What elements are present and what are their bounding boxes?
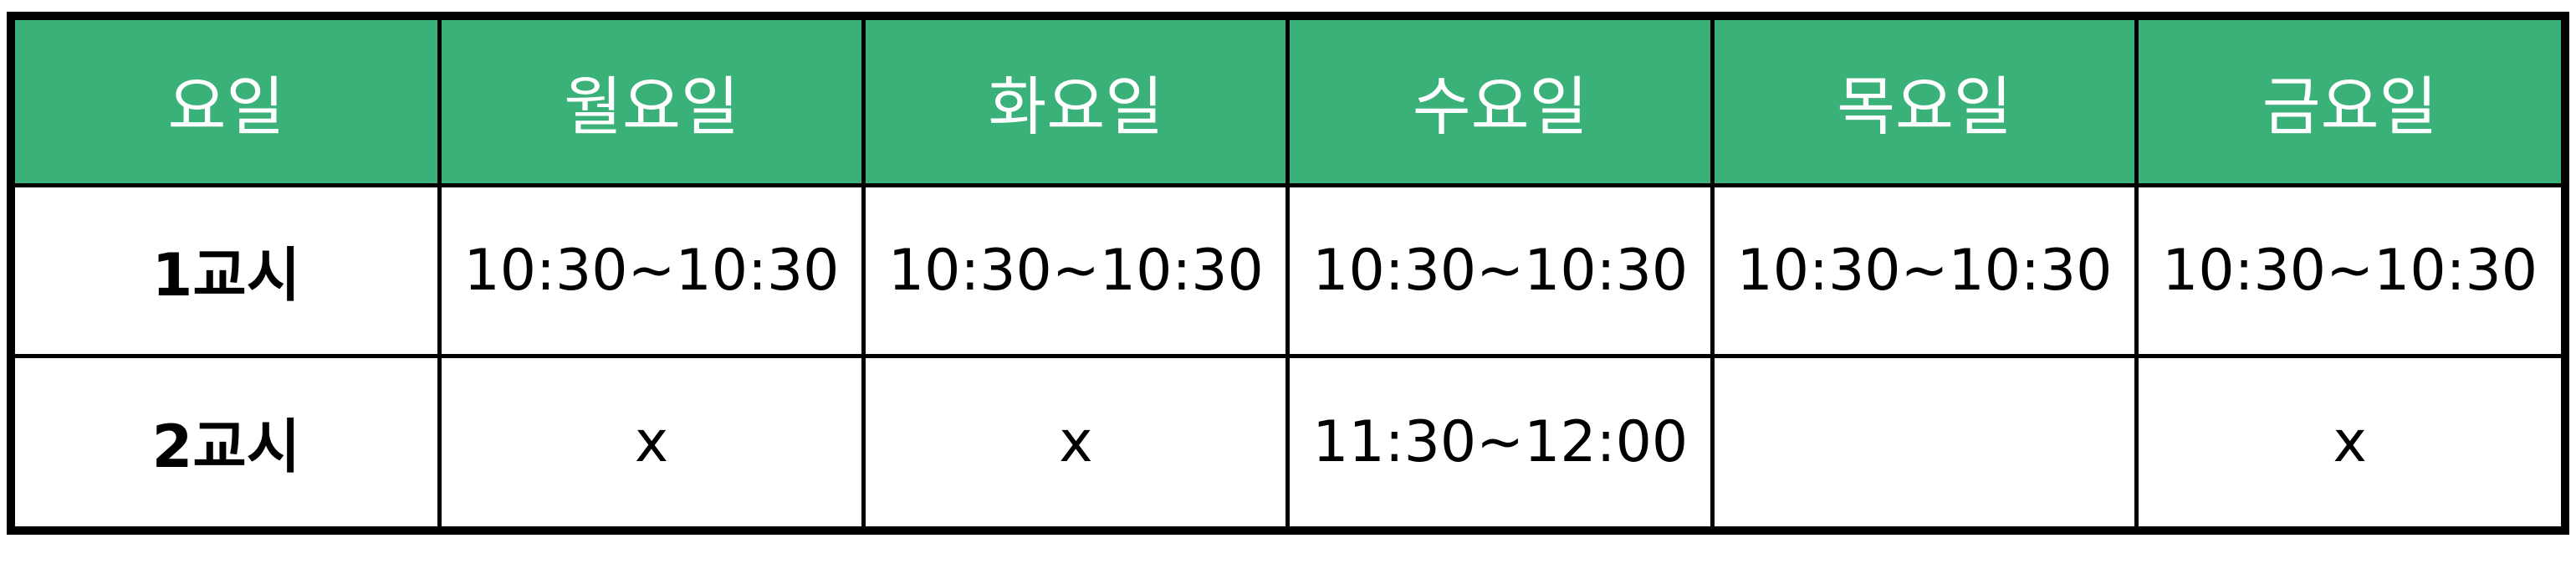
table-row: 2교시 x x 11:30~12:00 x [15,353,2561,526]
table-cell-monday: x [437,353,866,526]
table-cell-thursday [1710,353,2139,526]
table-cell-tuesday: x [861,353,1291,526]
table-cell-tuesday: 10:30~10:30 [861,182,1291,358]
period-label: 2교시 [15,353,442,526]
schedule-table-frame: 요일 월요일 화요일 수요일 목요일 금요일 1교시 10:30~10:30 1… [7,12,2569,535]
header-wednesday: 수요일 [1285,20,1715,187]
header-friday: 금요일 [2134,20,2561,187]
header-tuesday: 화요일 [861,20,1291,187]
header-row: 요일 월요일 화요일 수요일 목요일 금요일 [15,20,2561,187]
table-cell-friday: x [2134,353,2561,526]
table-cell-wednesday: 11:30~12:00 [1285,353,1715,526]
table-row: 1교시 10:30~10:30 10:30~10:30 10:30~10:30 … [15,182,2561,358]
table-cell-wednesday: 10:30~10:30 [1285,182,1715,358]
table-cell-friday: 10:30~10:30 [2134,182,2561,358]
table-cell-monday: 10:30~10:30 [437,182,866,358]
table-cell-thursday: 10:30~10:30 [1710,182,2139,358]
header-thursday: 목요일 [1710,20,2139,187]
period-label: 1교시 [15,182,442,358]
schedule-table: 요일 월요일 화요일 수요일 목요일 금요일 1교시 10:30~10:30 1… [15,20,2561,526]
header-monday: 월요일 [437,20,866,187]
header-day: 요일 [15,20,442,187]
